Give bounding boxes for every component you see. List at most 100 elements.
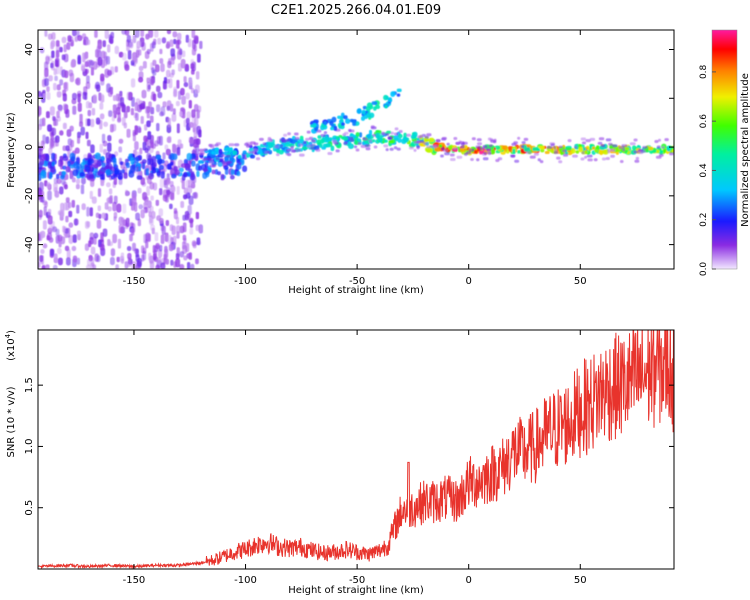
snr-frame [37,329,675,570]
spectrogram-cell [138,76,144,83]
spectrogram-cell [159,111,164,117]
spectrogram-cell [234,143,240,147]
spectrogram-cell [195,258,199,265]
spectrogram-cell [349,139,355,142]
spectrogram-cell [446,142,450,146]
spectrogram-cell [602,149,609,155]
spectrogram-cell [431,145,437,149]
spectrogram-cell [67,35,72,43]
spectrogram-cell [113,157,117,163]
spectrogram-cell [63,82,68,90]
spectrogram-cell [148,30,154,39]
spectrogram-cell [647,146,654,151]
spectrogram-cell [38,158,45,166]
spectrogram-cell [62,165,67,170]
spectrogram-cell [532,147,540,152]
spectrogram-cell [38,123,42,131]
spectrogram-cell [99,113,105,120]
spectrogram-cell [59,79,64,86]
spectrogram-cell [40,140,45,150]
spectrogram-cell [183,82,189,88]
spectrogram-cell [67,160,71,167]
spectrogram-cell [151,167,156,174]
spectrogram-cell [453,137,458,140]
spectrogram-cell [369,104,374,110]
spectrogram-cell [654,140,659,143]
spectrogram-cell [198,165,202,171]
spectrogram-cell [175,39,180,49]
spectrogram-cell [99,93,105,103]
spectrogram-cell [203,157,209,161]
spectrogram-cell [134,248,139,255]
spectrogram-cell [556,156,561,160]
spectrogram-cell [656,149,660,154]
x-tick-label: 0 [466,575,472,586]
spectrogram-cell [403,136,409,143]
spectrogram-cell [64,174,69,180]
spectrogram-cell [525,151,532,155]
spectrogram-cell [56,50,60,58]
spectrogram-cell [352,120,357,126]
spectrogram-cell [83,39,87,46]
spectrogram-cell [323,131,328,135]
spectrogram-cell [186,152,192,161]
spectrogram-cell [596,145,600,150]
spectrogram-cell [136,40,141,49]
spectrogram-cell [335,149,340,153]
spectrogram-cell [180,87,185,96]
spectrogram-cell [341,122,345,126]
spectrogram-cell [104,202,109,210]
spectrogram-cell [388,140,394,144]
spectrogram-cell [537,158,541,162]
spectrogram-cell [452,147,459,151]
spectrogram-cell [117,172,124,180]
spectrogram-cell [287,132,291,136]
spectrogram-cell [185,63,189,71]
spectrogram-cell [232,150,238,156]
spectrogram-cell [116,203,122,213]
spectrogram-cell [85,131,89,140]
spectrogram-cell [80,184,85,195]
spectrogram-cell [139,37,145,48]
spectrogram-cell [134,102,138,112]
spectrogram-cell [52,264,58,269]
spectrogram-cell [87,109,92,117]
spectrogram-cell [48,171,52,180]
spectrogram-cell [385,95,389,100]
spectrogram-cell [84,220,90,229]
spectrogram-cell [71,245,77,252]
spectrogram-cell [316,139,322,146]
spectrogram-cell [142,162,146,170]
spectrogram-cell [608,142,613,146]
spectrogram-cell [46,235,50,241]
spectrogram-cell [180,58,186,69]
spectrogram-cell [54,187,58,197]
spectrogram-cell [246,152,250,158]
spectrogram-cell [408,146,414,150]
spectrogram-cell [182,234,187,241]
spectrogram-cell [188,168,193,173]
colorbar: 0.0 0.2 0.4 0.6 0.8 Normalized spectral ampl… [699,29,750,276]
spectrogram-cell [65,166,71,173]
spectrogram-cell [289,138,293,144]
spectrogram-cell [51,32,56,40]
spectrogram-cell [97,171,101,176]
spectrogram-cell [581,141,587,145]
spectrogram-cell [193,132,198,138]
spectrogram-cell [148,101,152,109]
spectrogram-cell [68,202,72,209]
x-tick-label: -100 [234,575,257,586]
spectrogram-cell [488,144,493,148]
spectrogram-cell [90,246,96,255]
spectrogram-cell [50,249,55,257]
spectrogram-cell [450,158,456,161]
spectrogram-cell [85,81,91,90]
spectrogram-cell [138,204,144,210]
spectrogram-cell [314,126,319,132]
spectrogram-cell [230,169,235,175]
spectrogram-cell [343,137,348,141]
spectrogram-cell [267,150,271,154]
spectrogram-cell [225,147,231,152]
spectrogram-cell [202,167,208,172]
spectrogram-cell [330,126,334,131]
